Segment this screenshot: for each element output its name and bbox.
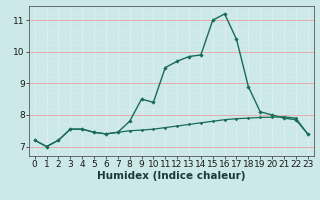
X-axis label: Humidex (Indice chaleur): Humidex (Indice chaleur) (97, 171, 245, 181)
